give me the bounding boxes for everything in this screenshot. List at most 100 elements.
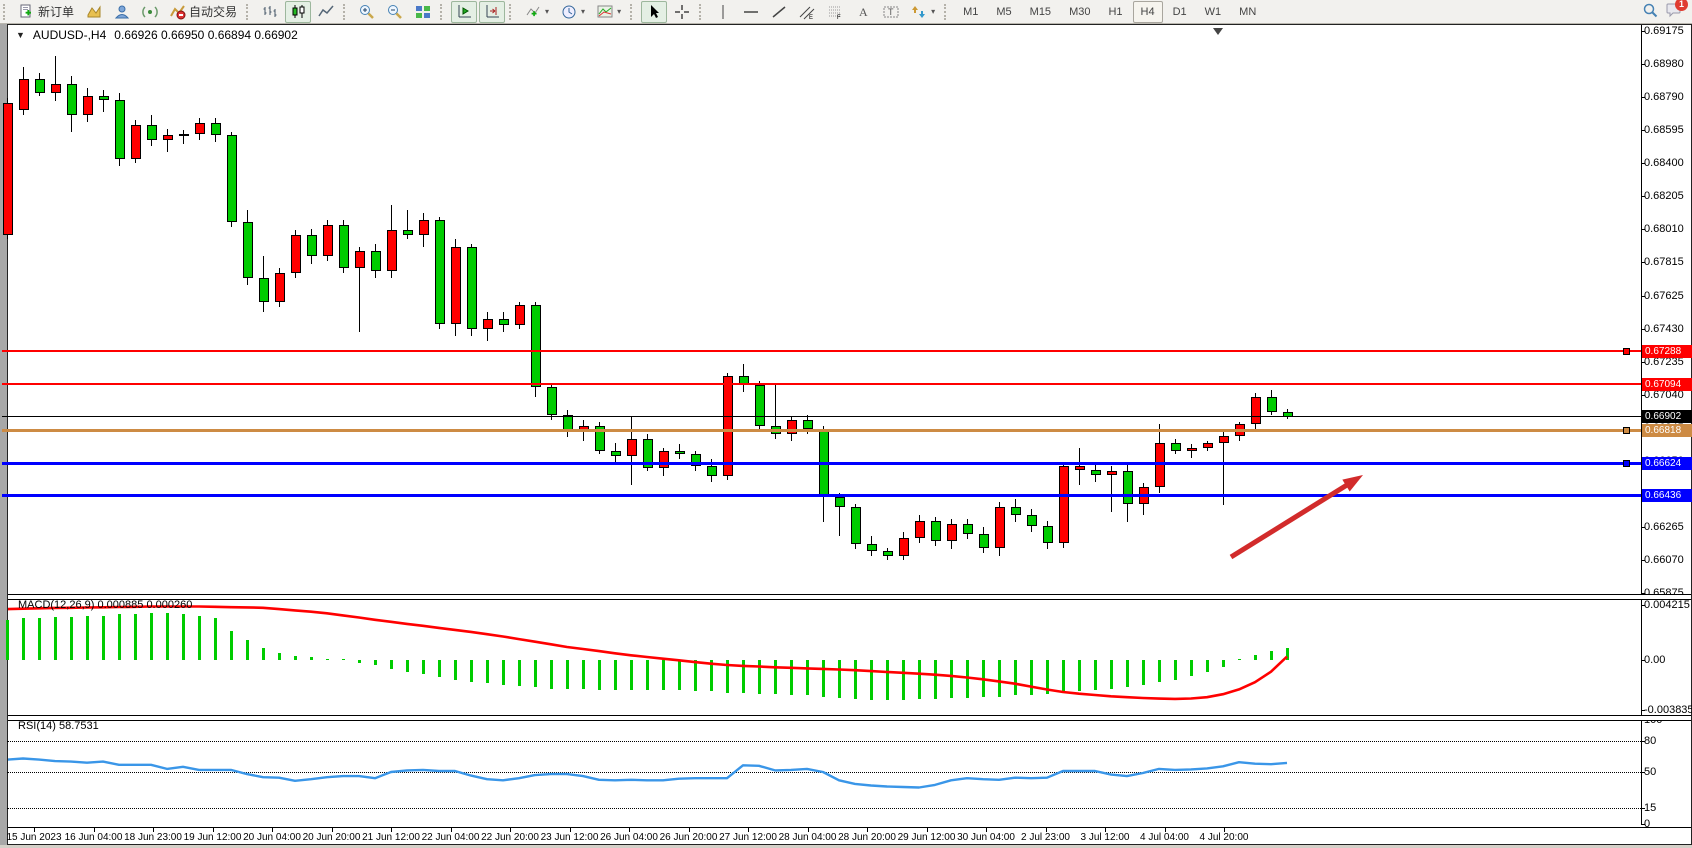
zoom-out-button[interactable] (382, 1, 408, 23)
candle[interactable] (131, 125, 141, 160)
auto-trading-button[interactable]: 自动交易 (165, 1, 242, 23)
time-axis-label[interactable]: 15 Jun 2023 (6, 832, 62, 843)
time-axis-label[interactable]: 4 Jul 20:00 (1199, 832, 1249, 843)
candle[interactable] (931, 520, 941, 541)
timeframe-w1-button[interactable]: W1 (1204, 5, 1222, 18)
auto-scroll-button[interactable] (479, 0, 506, 23)
horizontal-level-line[interactable] (2, 383, 1641, 386)
cursor-button[interactable] (641, 0, 668, 23)
line-handle-marker[interactable] (1623, 347, 1630, 355)
candle[interactable] (803, 420, 813, 429)
snapshot-button[interactable] (81, 1, 107, 23)
crosshair-button[interactable] (669, 1, 695, 23)
candle[interactable] (595, 425, 605, 451)
candle[interactable] (755, 384, 765, 426)
time-axis-label[interactable]: 20 Jun 20:00 (302, 832, 361, 843)
candle[interactable] (1011, 507, 1021, 516)
candle[interactable] (227, 135, 237, 222)
timeframe-m5-button[interactable]: M5 (996, 5, 1012, 18)
candle[interactable] (1219, 435, 1229, 443)
collapse-triangle-icon[interactable]: ▼ (16, 30, 25, 40)
line-chart-button[interactable] (313, 1, 339, 23)
candle[interactable] (723, 376, 733, 477)
time-axis-label[interactable]: 21 Jun 12:00 (362, 832, 420, 843)
time-axis-label[interactable]: 23 Jun 12:00 (540, 832, 599, 843)
signals-button[interactable] (137, 1, 163, 23)
vertical-line-button[interactable] (710, 1, 736, 23)
candle[interactable] (643, 439, 653, 468)
horizontal-line-button[interactable] (738, 1, 764, 23)
candle[interactable] (1075, 466, 1085, 470)
candle[interactable] (339, 225, 349, 268)
candle[interactable] (1091, 469, 1101, 475)
horizontal-level-line[interactable] (2, 462, 1641, 466)
new-order-button[interactable]: 新订单 (14, 1, 79, 23)
candle[interactable] (1107, 471, 1117, 475)
candle-chart-button[interactable] (285, 0, 312, 23)
time-axis-label[interactable]: 2 Jul 23:00 (1021, 832, 1070, 843)
candle[interactable] (627, 439, 637, 457)
candle[interactable] (179, 133, 189, 136)
line-handle-marker[interactable] (1623, 460, 1630, 468)
time-axis-label[interactable]: 19 Jun 12:00 (183, 832, 242, 843)
candle[interactable] (835, 496, 845, 507)
time-axis-label[interactable]: 28 Jun 04:00 (778, 832, 837, 843)
candle[interactable] (403, 230, 413, 236)
chevron-down-icon[interactable]: ▾ (617, 7, 622, 16)
candle[interactable] (355, 250, 365, 268)
time-axis-label[interactable]: 3 Jul 12:00 (1080, 832, 1130, 843)
candle[interactable] (1043, 525, 1053, 543)
chevron-down-icon[interactable]: ▾ (931, 7, 936, 16)
horizontal-level-line[interactable] (2, 416, 1641, 418)
timeframe-h1-button[interactable]: H1 (1108, 5, 1123, 18)
candle[interactable] (1123, 471, 1133, 504)
candle[interactable] (275, 272, 285, 302)
candle[interactable] (787, 420, 797, 435)
time-axis-label[interactable]: 30 Jun 04:00 (957, 832, 1015, 843)
timeframe-m15-button[interactable]: M15 (1029, 5, 1052, 18)
pane-separator[interactable] (8, 715, 1691, 721)
timeframe-mn-button[interactable]: MN (1239, 5, 1257, 18)
tile-windows-button[interactable] (410, 1, 436, 23)
candle[interactable] (675, 451, 685, 455)
zoom-in-button[interactable] (354, 1, 380, 23)
time-axis-label[interactable]: 16 Jun 04:00 (64, 832, 123, 843)
candle[interactable] (1059, 466, 1069, 543)
candle[interactable] (307, 235, 317, 256)
horizontal-level-line[interactable] (2, 494, 1641, 498)
candle[interactable] (371, 250, 381, 272)
candle[interactable] (691, 454, 701, 467)
arrows-button[interactable]: ▾ (906, 1, 940, 23)
time-axis-label[interactable]: 26 Jun 04:00 (600, 832, 658, 843)
candle[interactable] (67, 84, 77, 115)
candle[interactable] (243, 221, 253, 278)
trendline-button[interactable] (766, 1, 792, 23)
chevron-down-icon[interactable]: ▾ (545, 7, 550, 16)
candle[interactable] (611, 451, 621, 457)
candle[interactable] (435, 220, 445, 324)
candle[interactable] (899, 537, 909, 557)
candle[interactable] (51, 84, 61, 93)
chevron-down-icon[interactable]: ▾ (581, 7, 586, 16)
candle[interactable] (979, 534, 989, 548)
text-label-button[interactable]: T (878, 1, 904, 23)
candle[interactable] (115, 99, 125, 160)
horizontal-level-line[interactable] (2, 350, 1641, 353)
candle[interactable] (1251, 396, 1261, 424)
equidistant-channel-button[interactable]: E (794, 1, 820, 23)
time-axis-label[interactable]: 20 Jun 04:00 (243, 832, 301, 843)
candle[interactable] (83, 96, 93, 115)
text-button[interactable]: A (850, 1, 876, 23)
candle[interactable] (915, 520, 925, 538)
time-axis-label[interactable]: 28 Jun 20:00 (838, 832, 896, 843)
candle[interactable] (163, 135, 173, 141)
candle[interactable] (1171, 442, 1181, 451)
candle[interactable] (963, 523, 973, 535)
line-handle-marker[interactable] (1623, 427, 1630, 435)
candle[interactable] (387, 230, 397, 272)
candle[interactable] (563, 415, 573, 431)
bar-chart-button[interactable] (257, 1, 283, 23)
candle[interactable] (419, 220, 429, 236)
candle[interactable] (1187, 447, 1197, 451)
candle[interactable] (3, 103, 13, 236)
